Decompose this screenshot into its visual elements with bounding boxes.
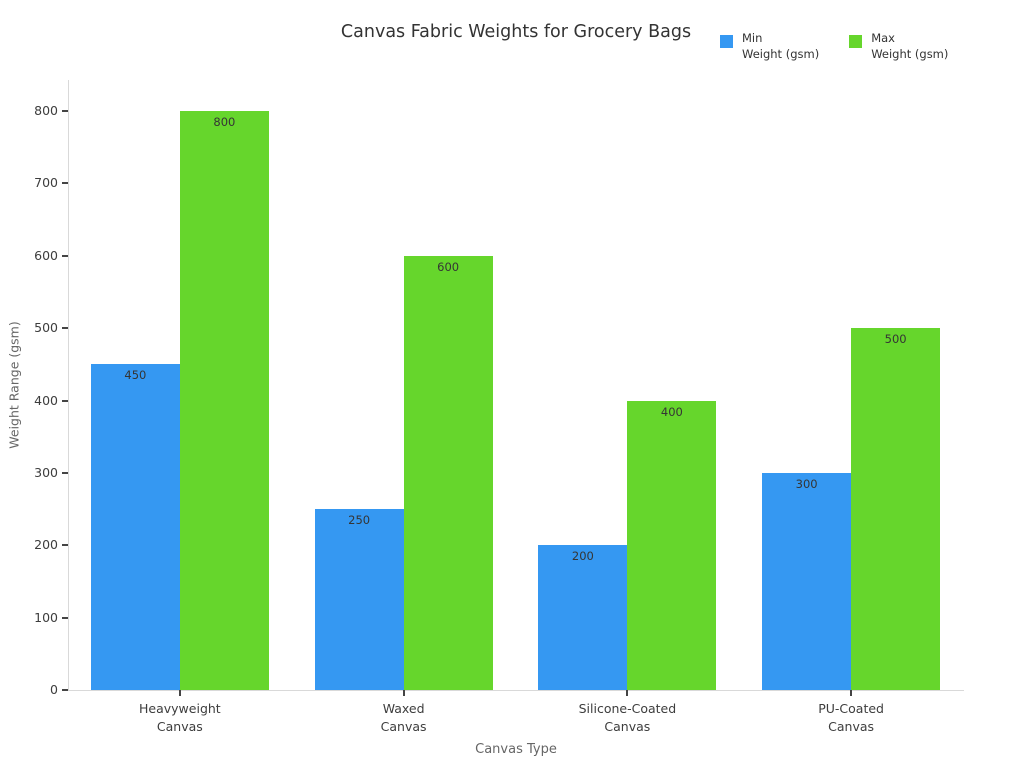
y-axis-title: Weight Range (gsm) [6, 321, 22, 449]
bar-value-label: 800 [213, 115, 236, 129]
bar-max-weight-gsm-silicone-coated-canvas[interactable]: 400 [627, 400, 717, 690]
legend-item-max-weight-gsm[interactable]: Max Weight (gsm) [849, 31, 948, 62]
y-tick-label: 400 [34, 392, 58, 408]
legend-item-min-weight-gsm[interactable]: Min Weight (gsm) [720, 31, 819, 62]
y-tick-label: 0 [50, 682, 58, 697]
y-tick-label: 300 [34, 464, 58, 480]
y-tick-label: 200 [34, 537, 58, 553]
x-axis-title: Canvas Type [475, 742, 557, 757]
bar-value-label: 500 [884, 332, 907, 347]
y-tick-label: 500 [34, 320, 58, 336]
bar-value-label: 450 [124, 368, 147, 383]
y-tick-mark [62, 110, 68, 112]
bar-min-weight-gsm-waxed-canvas[interactable]: 250 [314, 509, 404, 690]
y-tick-label: 800 [34, 103, 58, 118]
bar-min-weight-gsm-silicone-coated-canvas[interactable]: 200 [538, 545, 628, 690]
y-tick-mark [62, 254, 68, 257]
bar-value-label: 600 [437, 259, 460, 274]
y-tick-mark [62, 399, 68, 402]
x-tick-label-pu-coated-canvas: PU-Coated Canvas [818, 701, 884, 735]
x-axis-line [68, 690, 964, 691]
x-tick-mark [626, 690, 629, 696]
legend-swatch-icon [720, 35, 733, 48]
y-tick-mark [62, 544, 68, 547]
legend-label: Max Weight (gsm) [871, 31, 949, 61]
x-tick-label-waxed-canvas: Waxed Canvas [380, 701, 427, 735]
y-tick-label: 100 [34, 609, 58, 625]
y-axis-line [68, 80, 69, 690]
bar-value-label: 400 [660, 404, 683, 419]
bar-max-weight-gsm-pu-coated-canvas[interactable]: 500 [851, 328, 941, 690]
x-tick-mark [402, 690, 405, 696]
y-tick-mark [62, 182, 68, 185]
legend-label: Min Weight (gsm) [742, 31, 820, 61]
y-tick-mark [62, 689, 68, 691]
bar-value-label: 300 [795, 476, 818, 491]
y-tick-label: 600 [34, 247, 58, 263]
bar-max-weight-gsm-heavyweight-canvas[interactable]: 800 [179, 111, 269, 690]
bar-min-weight-gsm-pu-coated-canvas[interactable]: 300 [762, 472, 852, 690]
chart-title: Canvas Fabric Weights for Grocery Bags [340, 22, 692, 42]
x-tick-label-heavyweight-canvas: Heavyweight Canvas [139, 701, 221, 735]
y-tick-mark [62, 471, 68, 474]
x-tick-label-silicone-coated-canvas: Silicone-Coated Canvas [578, 701, 677, 735]
x-tick-mark [850, 690, 853, 696]
x-tick-mark [178, 690, 181, 696]
bar-value-label: 200 [571, 549, 594, 564]
y-tick-label: 700 [34, 175, 58, 191]
bar-min-weight-gsm-heavyweight-canvas[interactable]: 450 [90, 364, 180, 690]
y-tick-mark [62, 616, 68, 619]
y-tick-mark [62, 327, 68, 330]
legend: Min Weight (gsm) Max Weight (gsm) [720, 31, 948, 62]
bar-max-weight-gsm-waxed-canvas[interactable]: 600 [403, 255, 493, 690]
legend-swatch-icon [849, 35, 863, 48]
bar-value-label: 250 [348, 513, 371, 528]
